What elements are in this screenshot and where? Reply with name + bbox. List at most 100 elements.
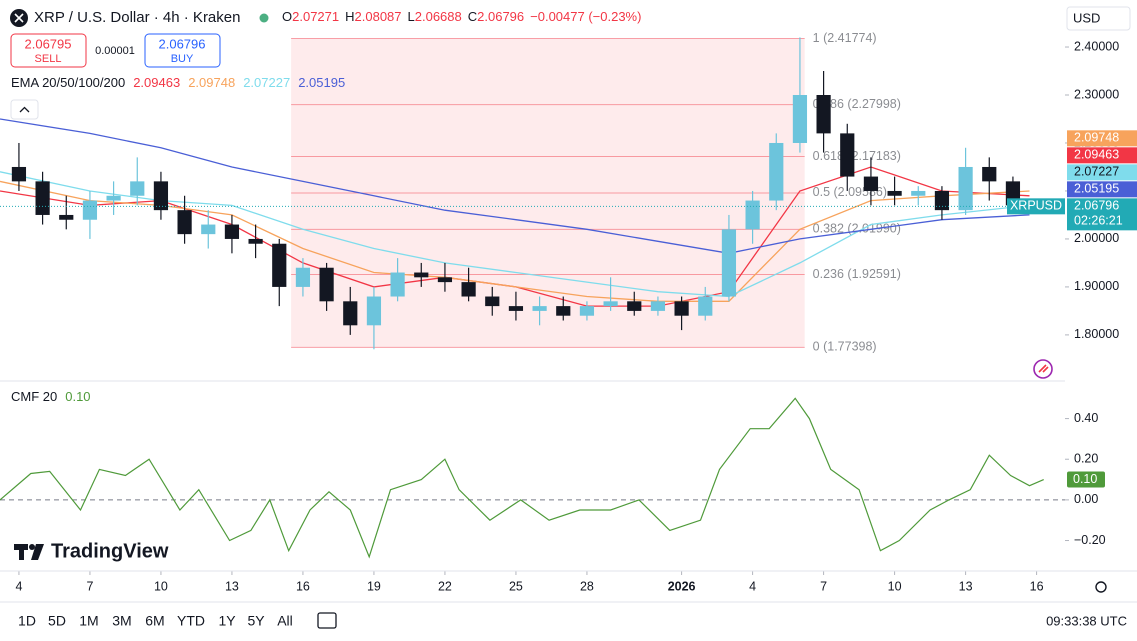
- market-status-dot: [259, 13, 269, 23]
- candle-body: [840, 133, 855, 177]
- price-tag-label: 2.09463: [1074, 148, 1119, 162]
- ema-legend: EMA 20/50/100/200 2.09463 2.09748 2.07227 2.…: [11, 75, 345, 90]
- ema-legend-value: 2.09463: [133, 75, 180, 90]
- price-tag: [1067, 147, 1137, 164]
- sell-button[interactable]: [10, 33, 87, 68]
- range-button[interactable]: 5D: [48, 613, 66, 629]
- candle-body: [769, 142, 784, 201]
- x-tick-label: 7: [820, 579, 827, 593]
- x-tick-label: 4: [15, 579, 22, 593]
- candle-body: [201, 224, 216, 235]
- candle-body: [982, 166, 997, 182]
- candle-body: [911, 190, 926, 196]
- collapse-icon[interactable]: [19, 106, 30, 113]
- symbol-tag: [1007, 198, 1065, 215]
- fib-level-label: 1 (2.41774): [813, 31, 877, 45]
- candle-body: [721, 229, 737, 297]
- fib-level-label: 0 (1.77398): [813, 340, 877, 354]
- range-button[interactable]: 3M: [112, 613, 131, 629]
- ohlc-key: C: [468, 9, 477, 24]
- spread: 0.00001: [95, 45, 135, 57]
- cmf-legend-value: 0.10: [65, 389, 90, 404]
- ema-legend-value: 2.05195: [298, 75, 345, 90]
- candle-body: [35, 181, 50, 215]
- price-tag-label: 2.07227: [1074, 165, 1119, 179]
- fib-level-label: 0.786 (2.27998): [813, 97, 901, 111]
- price-tag: [1067, 198, 1137, 231]
- candle-body: [295, 267, 311, 287]
- range-button[interactable]: 1D: [18, 613, 36, 629]
- candle-body: [272, 243, 287, 287]
- ohlc-value: 2.06796: [477, 9, 524, 24]
- candle-body: [887, 190, 902, 196]
- x-tick-label: 16: [296, 579, 310, 593]
- candle-body: [390, 272, 405, 297]
- candle-body: [650, 301, 666, 311]
- y-tick-label: 1.90000: [1074, 279, 1119, 293]
- currency[interactable]: USD: [1073, 10, 1100, 25]
- chart-marks: 0.10 2.09463 2.09748 2.07227 2.05195 2.06796 0…: [0, 37, 1137, 559]
- x-tick-label: 22: [438, 579, 452, 593]
- ema-line: [0, 118, 1030, 254]
- ohlc-key: O: [282, 9, 292, 24]
- candle-body: [106, 195, 121, 201]
- candle-body: [224, 224, 240, 239]
- x-tick-label: 28: [580, 579, 594, 593]
- date-range-icon[interactable]: [317, 612, 337, 629]
- y-tick-label: 2.30000: [1074, 87, 1119, 101]
- range-button[interactable]: All: [277, 613, 293, 629]
- cmf-value-tag: [1067, 471, 1105, 488]
- currency-selector[interactable]: [1066, 6, 1131, 31]
- sell-price[interactable]: 2.06795: [25, 36, 72, 51]
- cmf-legend: CMF 20 0.10: [11, 389, 91, 404]
- cmf-title: CMF 20: [11, 389, 57, 404]
- x-tick-label: 2026: [668, 579, 696, 593]
- sell-label[interactable]: SELL: [35, 53, 62, 65]
- price-tag: [1067, 130, 1137, 147]
- buy-price[interactable]: 2.06796: [159, 36, 206, 51]
- x-tick-label: 10: [888, 579, 902, 593]
- candle-body: [532, 306, 547, 311]
- candle-body: [248, 238, 263, 244]
- candle-body: [934, 190, 950, 211]
- range-button[interactable]: 6M: [145, 613, 164, 629]
- collapse-button[interactable]: [10, 99, 39, 120]
- candle-body: [627, 301, 642, 311]
- buy-label[interactable]: BUY: [171, 53, 194, 65]
- candle-body: [82, 200, 98, 220]
- range-button[interactable]: 5Y: [247, 613, 265, 629]
- candle-body: [556, 306, 571, 316]
- x-tick-label: 10: [154, 579, 168, 593]
- x-tick-label: 25: [509, 579, 523, 593]
- ema-legend-value: 2.09748: [188, 75, 235, 90]
- price-tag-label: 2.05195: [1074, 182, 1119, 196]
- candle-body: [177, 210, 192, 235]
- cmf-y-tick-label: 0.00: [1074, 492, 1098, 506]
- range-button[interactable]: 1M: [79, 613, 98, 629]
- candle-body: [414, 272, 429, 278]
- y-tick-label: 2.00000: [1074, 231, 1119, 245]
- price-tag: [1067, 164, 1137, 181]
- price-tag: [1067, 181, 1137, 198]
- candle-body: [130, 181, 145, 196]
- cmf-line: [0, 397, 1044, 559]
- range-button[interactable]: YTD: [177, 613, 205, 629]
- candle-body: [958, 166, 973, 211]
- candle-body: [863, 176, 879, 191]
- buy-button[interactable]: [144, 33, 221, 68]
- assistant-icon-mark[interactable]: [1038, 364, 1049, 373]
- ohlc-value: 2.08087: [355, 9, 402, 24]
- settings-icon[interactable]: [1095, 581, 1107, 593]
- candle-body: [153, 181, 169, 211]
- candle-body: [11, 166, 27, 182]
- assistant-icon[interactable]: [1033, 359, 1053, 379]
- price-tag-label: 2.09748: [1074, 131, 1119, 145]
- range-button[interactable]: 1Y: [218, 613, 236, 629]
- x-tick-label: 16: [1030, 579, 1044, 593]
- logo-mark: [14, 544, 44, 560]
- candle-body: [579, 306, 595, 316]
- candle-body: [792, 95, 808, 143]
- candle-body: [745, 200, 760, 230]
